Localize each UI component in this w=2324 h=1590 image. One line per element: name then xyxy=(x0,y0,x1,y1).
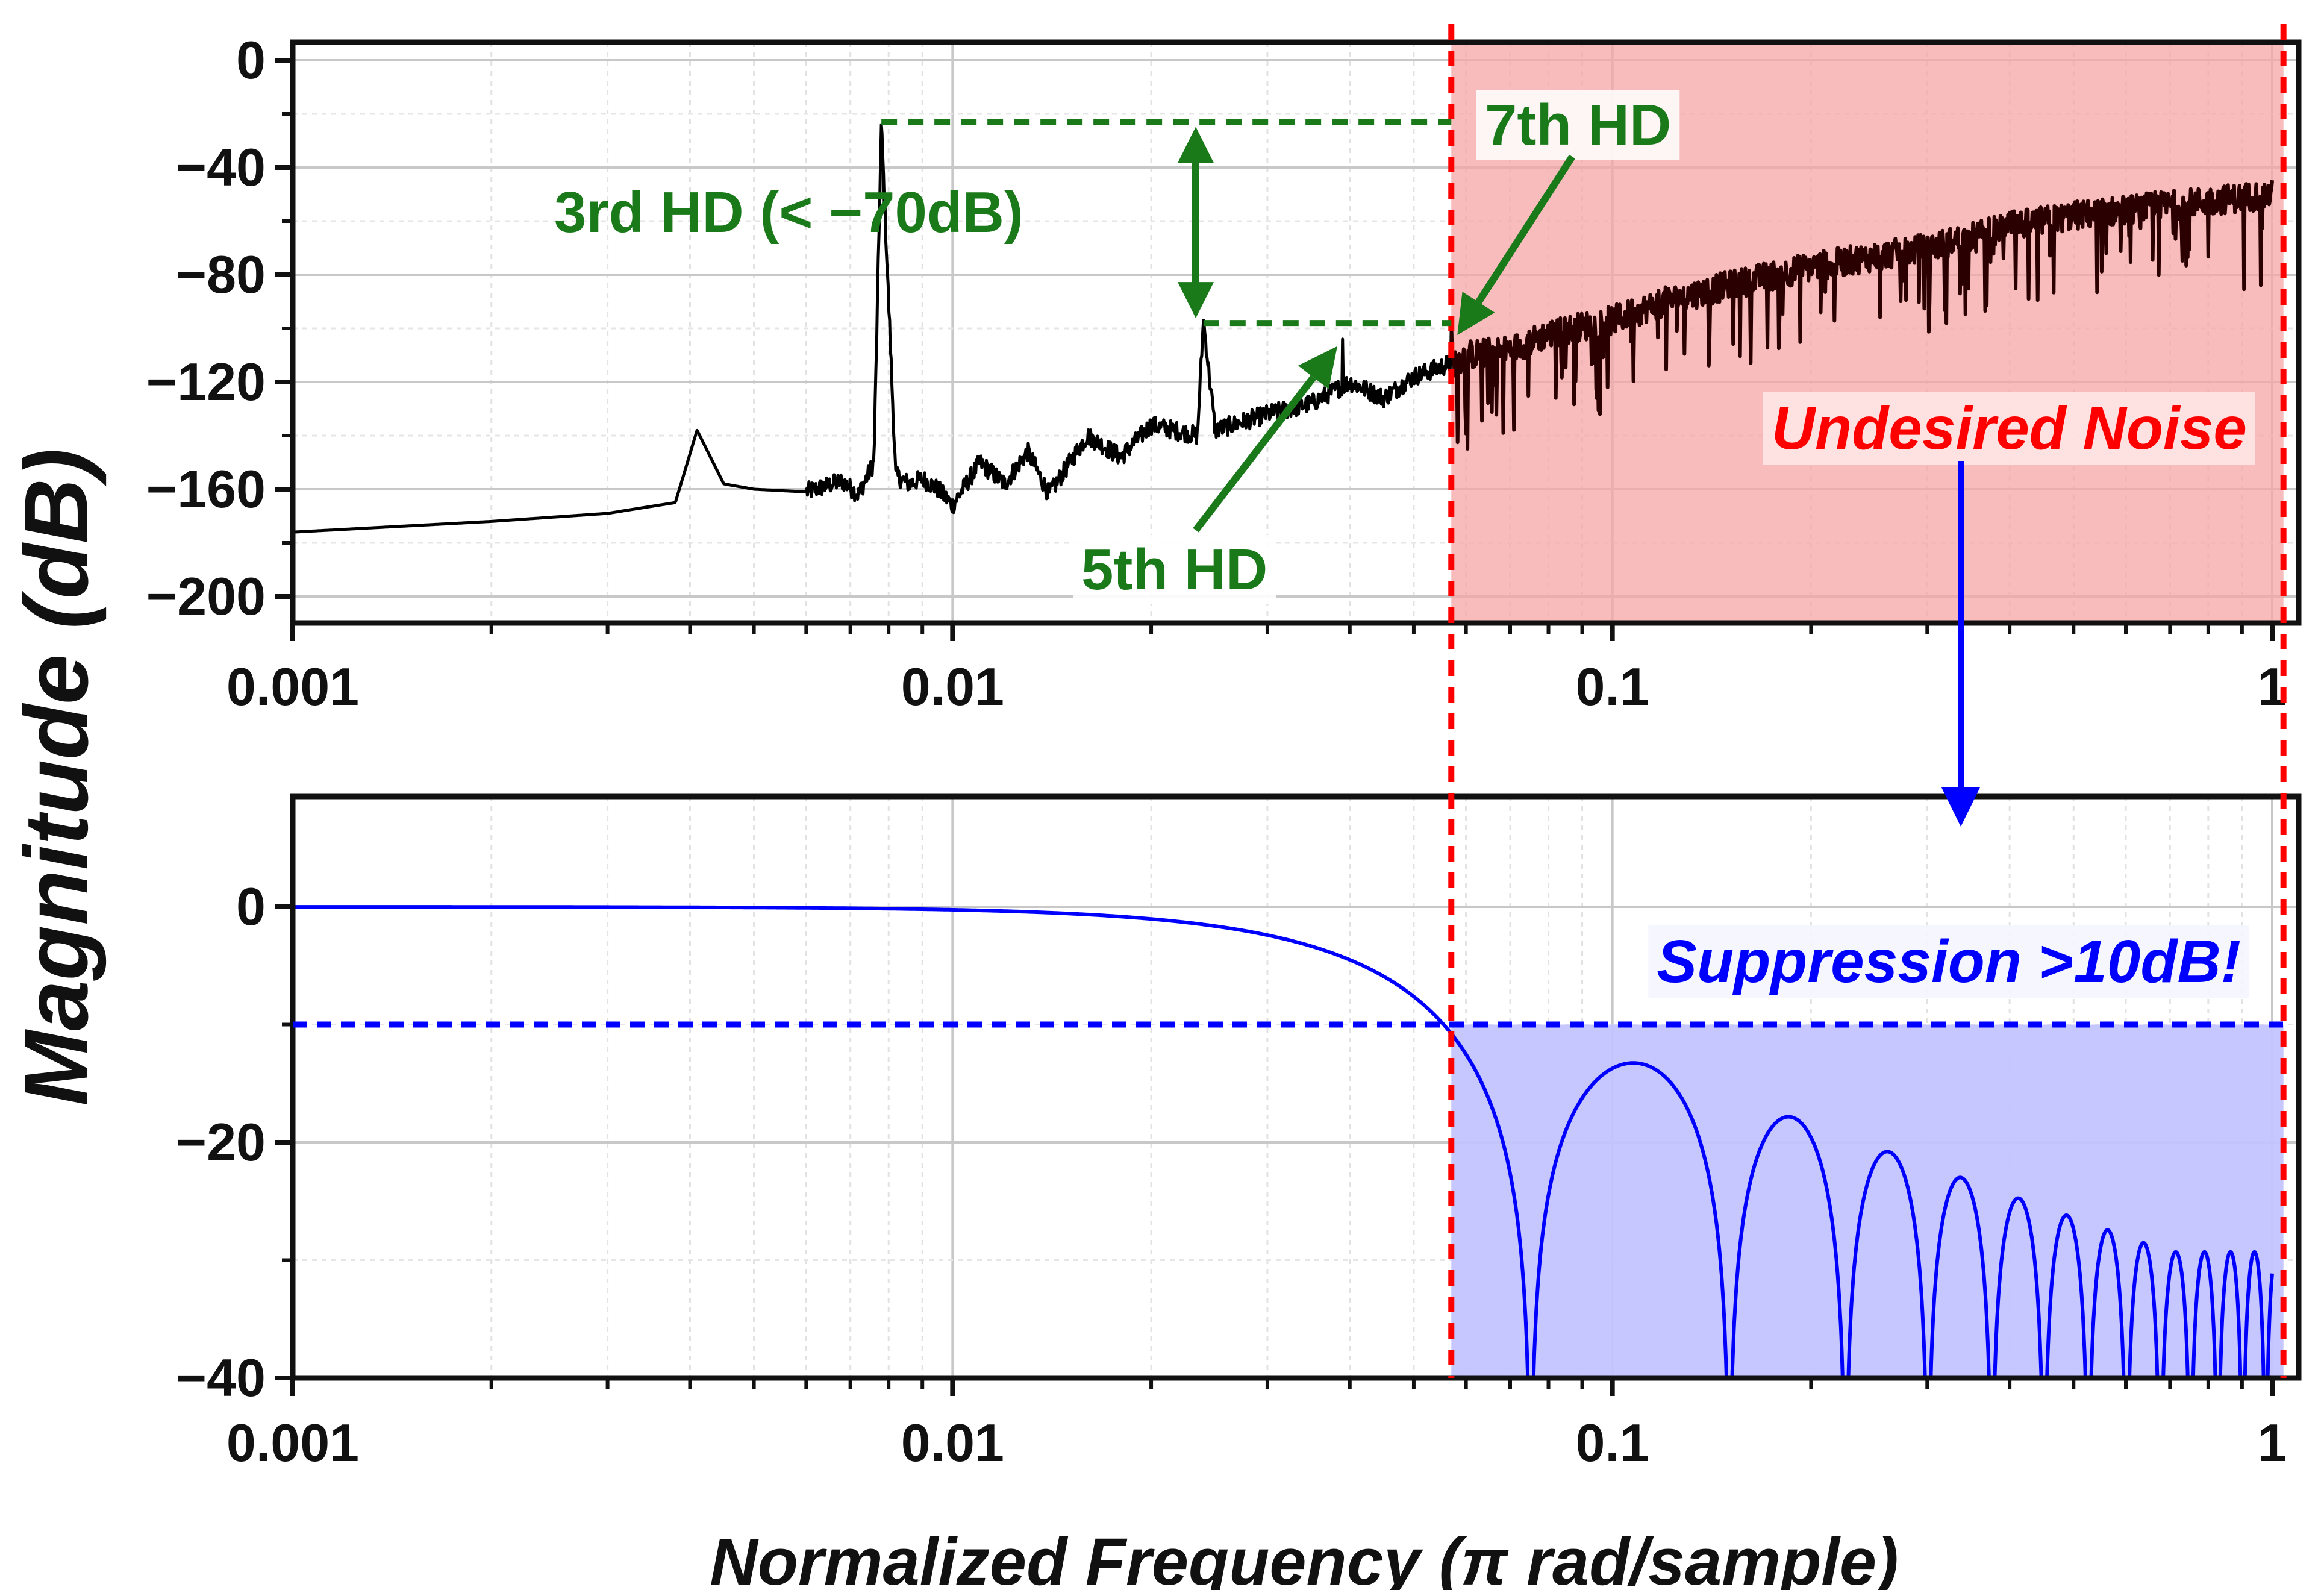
bottom-plot-frame xyxy=(290,793,2302,1381)
top-plot: 0−40−80−120−160−200 0.001 0.01 0.1 1 xyxy=(146,30,2302,716)
bottom-x-ticks: 0.001 0.01 0.1 1 xyxy=(226,1378,2287,1473)
bottom-plot: 0 −20 −40 0.001 0.01 0.1 1 xyxy=(176,793,2302,1473)
x-tick-label: 0.1 xyxy=(1575,1413,1649,1473)
hd5-arrow-head xyxy=(1298,346,1337,389)
hd-level-arrow-head-down xyxy=(1178,282,1214,319)
hd7-label: 7th HD xyxy=(1485,93,1671,157)
y-tick-label: −80 xyxy=(176,245,266,304)
suppression-region xyxy=(1451,1024,2284,1378)
y-tick-label: −200 xyxy=(146,566,266,626)
hd7-label-bg xyxy=(1476,90,1680,160)
suppression-label: Suppression >10dB! xyxy=(1657,928,2241,995)
annotations: 3rd HD (< −70dB) 7th HD 5th HD Undesired No… xyxy=(293,24,2287,1378)
y-tick-label: −20 xyxy=(176,1112,266,1172)
spectrum-line-lowband xyxy=(293,123,1453,534)
y-tick-label: −40 xyxy=(176,137,266,197)
hd7-arrow-shaft xyxy=(1475,154,1576,304)
y-tick-label: −40 xyxy=(176,1348,266,1407)
spectrum-line-noiseband xyxy=(1449,180,2274,451)
undesired-noise-label-bg xyxy=(1763,392,2255,465)
hd5-label-bg xyxy=(1073,535,1276,604)
y-tick-label: 0 xyxy=(236,877,266,936)
top-y-ticks: 0 −40 −80 −120 −160 −200 xyxy=(146,30,293,626)
hd7-arrow-head xyxy=(1457,292,1495,336)
x-tick-label: 0.1 xyxy=(1575,657,1649,716)
x-tick-label: 1 xyxy=(2258,1413,2287,1473)
hd5-arrow-shaft xyxy=(1193,375,1317,533)
hd3-label: 3rd HD (< −70dB) xyxy=(554,180,1023,245)
y-axis-title: Magnitude (dB) xyxy=(5,448,107,1106)
x-tick-label: 0.001 xyxy=(226,657,359,716)
bottom-filter-response-series xyxy=(293,905,2274,1378)
x-tick-label: 0.01 xyxy=(901,657,1004,716)
filter-response-line xyxy=(293,905,2274,1378)
suppression-label-bg xyxy=(1648,925,2249,998)
top-x-ticks: 0.001 0.01 0.1 1 xyxy=(226,623,2287,716)
hd-level-arrow-head-up xyxy=(1178,127,1214,163)
x-axis-title: Normalized Frequency (π rad/sample) xyxy=(710,1525,1898,1590)
y-tick-label: −160 xyxy=(146,459,266,519)
top-plot-frame xyxy=(290,39,2302,626)
noise-to-suppression-arrow-head xyxy=(1941,787,1980,827)
y-tick-label: 0 xyxy=(236,30,266,90)
bottom-y-ticks: 0 −20 −40 xyxy=(176,877,293,1407)
x-tick-label: 0.001 xyxy=(226,1413,359,1473)
hd5-label: 5th HD xyxy=(1081,537,1267,602)
top-spectrum-series xyxy=(293,123,2274,534)
y-tick-label: −120 xyxy=(146,352,266,412)
undesired-noise-label: Undesired Noise xyxy=(1772,395,2247,462)
x-tick-label: 0.01 xyxy=(901,1413,1004,1473)
